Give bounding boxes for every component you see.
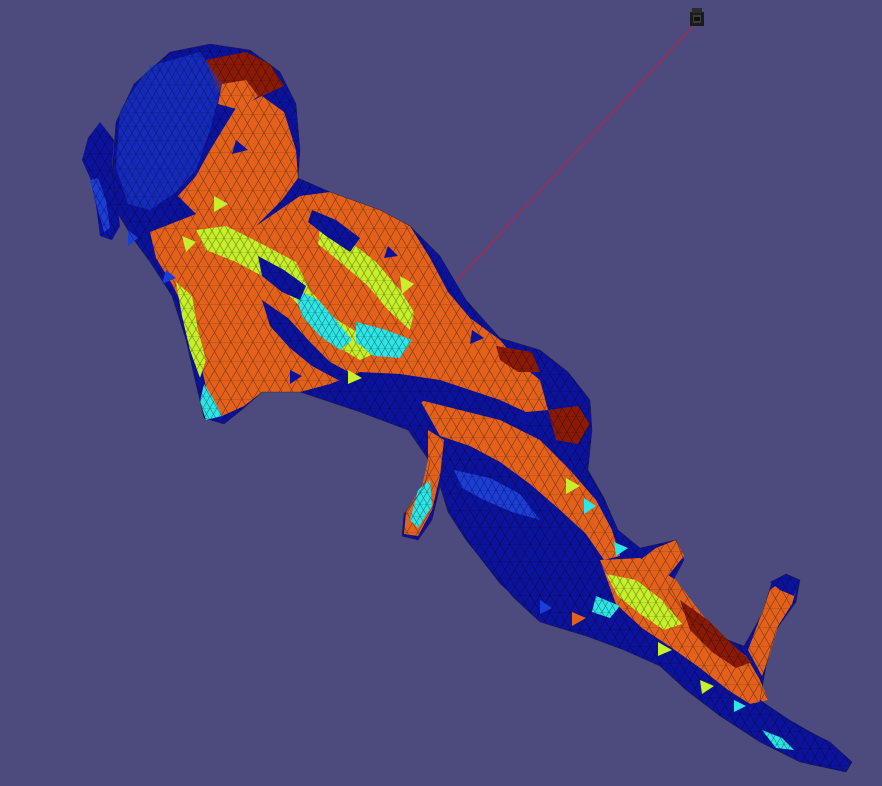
mesh-left-appendage-highlight	[90, 178, 110, 232]
mesh-torso-red-edge	[496, 346, 540, 372]
mesh-blue-channel	[258, 256, 306, 300]
light-direction-line	[447, 21, 698, 291]
mesh-torso-red-edge-2	[548, 406, 590, 444]
mesh-right-branch-tip	[770, 574, 800, 596]
mesh-tail-tip-cyan	[762, 730, 794, 750]
camera-light-icon[interactable]	[690, 8, 704, 26]
mesh-tail-cyan	[592, 596, 620, 618]
mesh-tail-tip	[750, 700, 852, 772]
mesh-detail-triangles	[128, 140, 746, 712]
mesh-small-leg-cyan	[410, 480, 432, 528]
mesh-yellow-band-2	[318, 228, 414, 330]
mesh-tail-red	[680, 600, 752, 668]
mesh-cyan-patch-2	[356, 322, 412, 358]
mesh-ridge-orange	[420, 400, 620, 560]
mesh-lower-blue-bulge-light	[454, 470, 540, 520]
mesh-tail-spike	[640, 540, 684, 578]
mesh-blue-channel-3	[262, 300, 360, 380]
mesh-right-branch	[748, 578, 798, 676]
mesh-cyan-patch-1	[294, 288, 352, 350]
mesh-outline	[111, 43, 853, 773]
mesh-blue-channel-2	[308, 210, 360, 252]
mesh-head-blue	[116, 52, 222, 210]
mesh-cyan-patch-3	[200, 384, 222, 420]
mesh-yellow-band-3	[176, 282, 206, 378]
mesh-head-orange-top	[218, 80, 258, 110]
mesh-surface[interactable]	[82, 43, 853, 773]
mesh-tail-yellow	[606, 574, 682, 630]
mesh-left-appendage	[82, 122, 120, 240]
mesh-head-orange	[178, 96, 298, 226]
